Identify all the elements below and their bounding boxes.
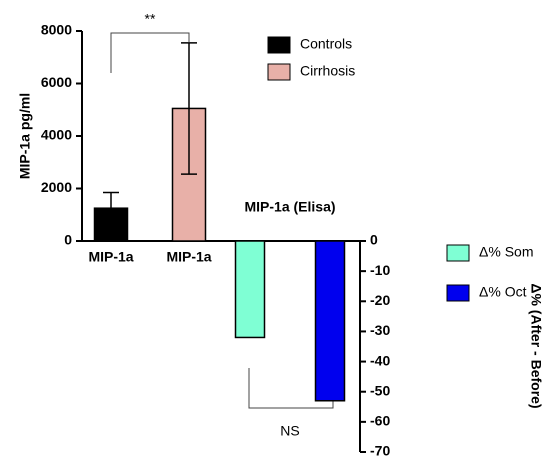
legend-label: Controls bbox=[300, 36, 352, 52]
y-tick-label: -70 bbox=[370, 443, 390, 459]
bar bbox=[234, 240, 266, 339]
y-tick-label: 2000 bbox=[41, 179, 72, 195]
x-tick-label: MIP-1a bbox=[166, 249, 211, 265]
y-axis-label: Δ% (After - Before) bbox=[528, 283, 544, 408]
y-tick-label: -40 bbox=[370, 352, 390, 368]
chart-title: MIP-1a (Elisa) bbox=[244, 199, 335, 215]
x-tick-label: MIP-1a bbox=[88, 249, 133, 265]
y-tick-label: -10 bbox=[370, 262, 390, 278]
y-tick-label: -20 bbox=[370, 292, 390, 308]
annotation: ** bbox=[145, 11, 156, 27]
y-tick-label: 0 bbox=[64, 232, 72, 248]
legend-swatch bbox=[446, 284, 470, 302]
legend-swatch bbox=[267, 36, 291, 54]
significance-bracket bbox=[110, 32, 190, 73]
legend-label: Δ% Som bbox=[479, 244, 533, 260]
legend-label: Δ% Oct bbox=[479, 284, 527, 300]
annotation: NS bbox=[280, 423, 299, 439]
y-tick-label: 0 bbox=[370, 232, 378, 248]
y-axis-label: MIP-1a pg/ml bbox=[17, 93, 33, 179]
legend-swatch bbox=[446, 244, 470, 262]
y-tick-label: 4000 bbox=[41, 127, 72, 143]
y-tick-label: 6000 bbox=[41, 74, 72, 90]
y-tick-label: -50 bbox=[370, 382, 390, 398]
legend-swatch bbox=[267, 63, 291, 81]
error-bar bbox=[181, 42, 197, 175]
legend-label: Cirrhosis bbox=[300, 63, 355, 79]
y-tick-label: 8000 bbox=[41, 22, 72, 38]
bar bbox=[314, 240, 346, 402]
error-bar bbox=[103, 191, 119, 225]
y-tick-label: -30 bbox=[370, 322, 390, 338]
y-tick-label: -60 bbox=[370, 413, 390, 429]
